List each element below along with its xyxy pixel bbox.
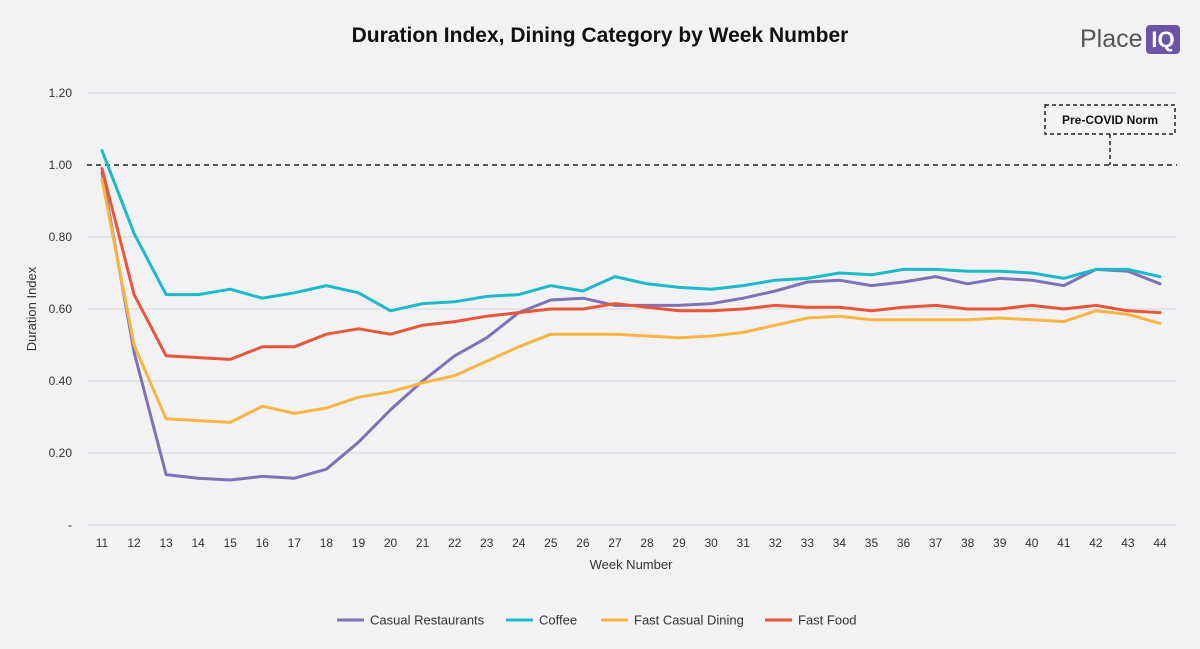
y-tick-label: 0.80 [49,230,73,244]
x-tick-label: 44 [1153,536,1167,550]
x-tick-label: 23 [480,536,494,550]
x-tick-label: 15 [224,536,238,550]
x-axis-label: Week Number [590,557,674,572]
y-tick-label: 1.00 [49,158,73,172]
x-tick-label: 33 [801,536,815,550]
x-tick-label: 18 [320,536,334,550]
x-tick-label: 36 [897,536,911,550]
x-tick-label: 19 [352,536,366,550]
x-tick-label: 26 [576,536,590,550]
x-tick-label: 35 [865,536,879,550]
annotation-box [1044,104,1176,135]
series-line-casual-restaurants [100,170,1162,482]
x-tick-label: 16 [256,536,270,550]
x-tick-label: 17 [288,536,302,550]
chart-title: Duration Index, Dining Category by Week … [352,24,849,47]
x-tick-label: 30 [704,536,718,550]
x-tick-label: 40 [1025,536,1039,550]
y-tick-label: - [68,518,72,532]
x-tick-label: 12 [127,536,141,550]
y-tick-label: 0.20 [49,446,73,460]
x-tick-label: 28 [640,536,654,550]
logo-badge [1146,25,1180,54]
gridlines [87,92,1177,526]
x-tick-label: 24 [512,536,526,550]
y-tick-label: 0.60 [49,302,73,316]
legend-label-coffee: Coffee [539,613,577,628]
series-lines [100,149,1162,482]
x-tick-label: 21 [416,536,430,550]
x-tick-label: 14 [192,536,206,550]
x-tick-label: 25 [544,536,558,550]
x-tick-label: 42 [1089,536,1103,550]
x-tick-label: 39 [993,536,1007,550]
x-axis-ticks: 11 12 13 14 15 16 17 18 19 20 21 22 23 24 25 26 27 28 29 30… [96,536,1167,550]
x-tick-label: 11 [96,536,109,550]
x-tick-label: 27 [608,536,622,550]
logo-badge-text: IQ [1151,27,1174,52]
x-tick-label: 22 [448,536,462,550]
series-line-coffee [100,149,1162,313]
y-axis-label: Duration Index [24,266,39,351]
series-line-fast-casual-dining [100,177,1162,424]
legend-label-fast-casual-dining: Fast Casual Dining [634,613,744,628]
logo-text: Place [1080,25,1143,53]
series-line-fast-food [100,167,1162,361]
x-tick-label: 41 [1057,536,1071,550]
x-tick-label: 20 [384,536,398,550]
x-tick-label: 31 [737,536,751,550]
x-tick-label: 13 [159,536,173,550]
annotation-label: Pre-COVID Norm [1062,113,1158,127]
x-tick-label: 34 [833,536,847,550]
y-tick-label: 0.40 [49,374,73,388]
x-tick-label: 29 [672,536,686,550]
x-tick-label: 32 [769,536,783,550]
x-tick-label: 38 [961,536,975,550]
y-axis-ticks: - 0.20 0.40 0.60 0.80 1.00 1.20 [49,86,73,532]
y-tick-label: 1.20 [49,86,73,100]
legend-label-casual-restaurants: Casual Restaurants [370,613,485,628]
placeiq-logo: Place IQ [1080,25,1180,54]
x-tick-label: 43 [1121,536,1135,550]
reference-line-group: Pre-COVID Norm [87,104,1177,166]
legend: Casual Restaurants Coffee Fast Casual Dini… [337,613,857,628]
legend-label-fast-food: Fast Food [798,613,857,628]
x-tick-label: 37 [929,536,943,550]
